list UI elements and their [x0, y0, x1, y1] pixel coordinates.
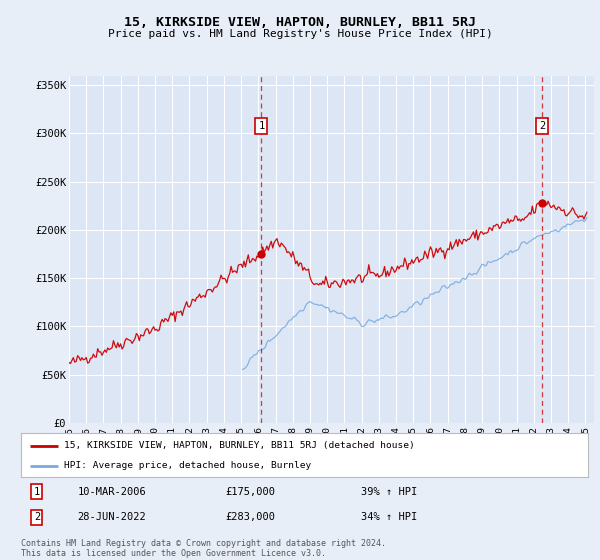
Text: 15, KIRKSIDE VIEW, HAPTON, BURNLEY, BB11 5RJ: 15, KIRKSIDE VIEW, HAPTON, BURNLEY, BB11… [124, 16, 476, 29]
Text: 2: 2 [34, 512, 40, 522]
Text: HPI: Average price, detached house, Burnley: HPI: Average price, detached house, Burn… [64, 461, 311, 470]
Text: 10-MAR-2006: 10-MAR-2006 [78, 487, 146, 497]
Text: 1: 1 [34, 487, 40, 497]
Text: Contains HM Land Registry data © Crown copyright and database right 2024.
This d: Contains HM Land Registry data © Crown c… [21, 539, 386, 558]
Text: 39% ↑ HPI: 39% ↑ HPI [361, 487, 418, 497]
Text: 34% ↑ HPI: 34% ↑ HPI [361, 512, 418, 522]
Text: 15, KIRKSIDE VIEW, HAPTON, BURNLEY, BB11 5RJ (detached house): 15, KIRKSIDE VIEW, HAPTON, BURNLEY, BB11… [64, 441, 414, 450]
Text: £283,000: £283,000 [225, 512, 275, 522]
Text: 1: 1 [259, 121, 265, 130]
Text: 2: 2 [539, 121, 545, 130]
Text: Price paid vs. HM Land Registry's House Price Index (HPI): Price paid vs. HM Land Registry's House … [107, 29, 493, 39]
Text: £175,000: £175,000 [225, 487, 275, 497]
Text: 28-JUN-2022: 28-JUN-2022 [78, 512, 146, 522]
